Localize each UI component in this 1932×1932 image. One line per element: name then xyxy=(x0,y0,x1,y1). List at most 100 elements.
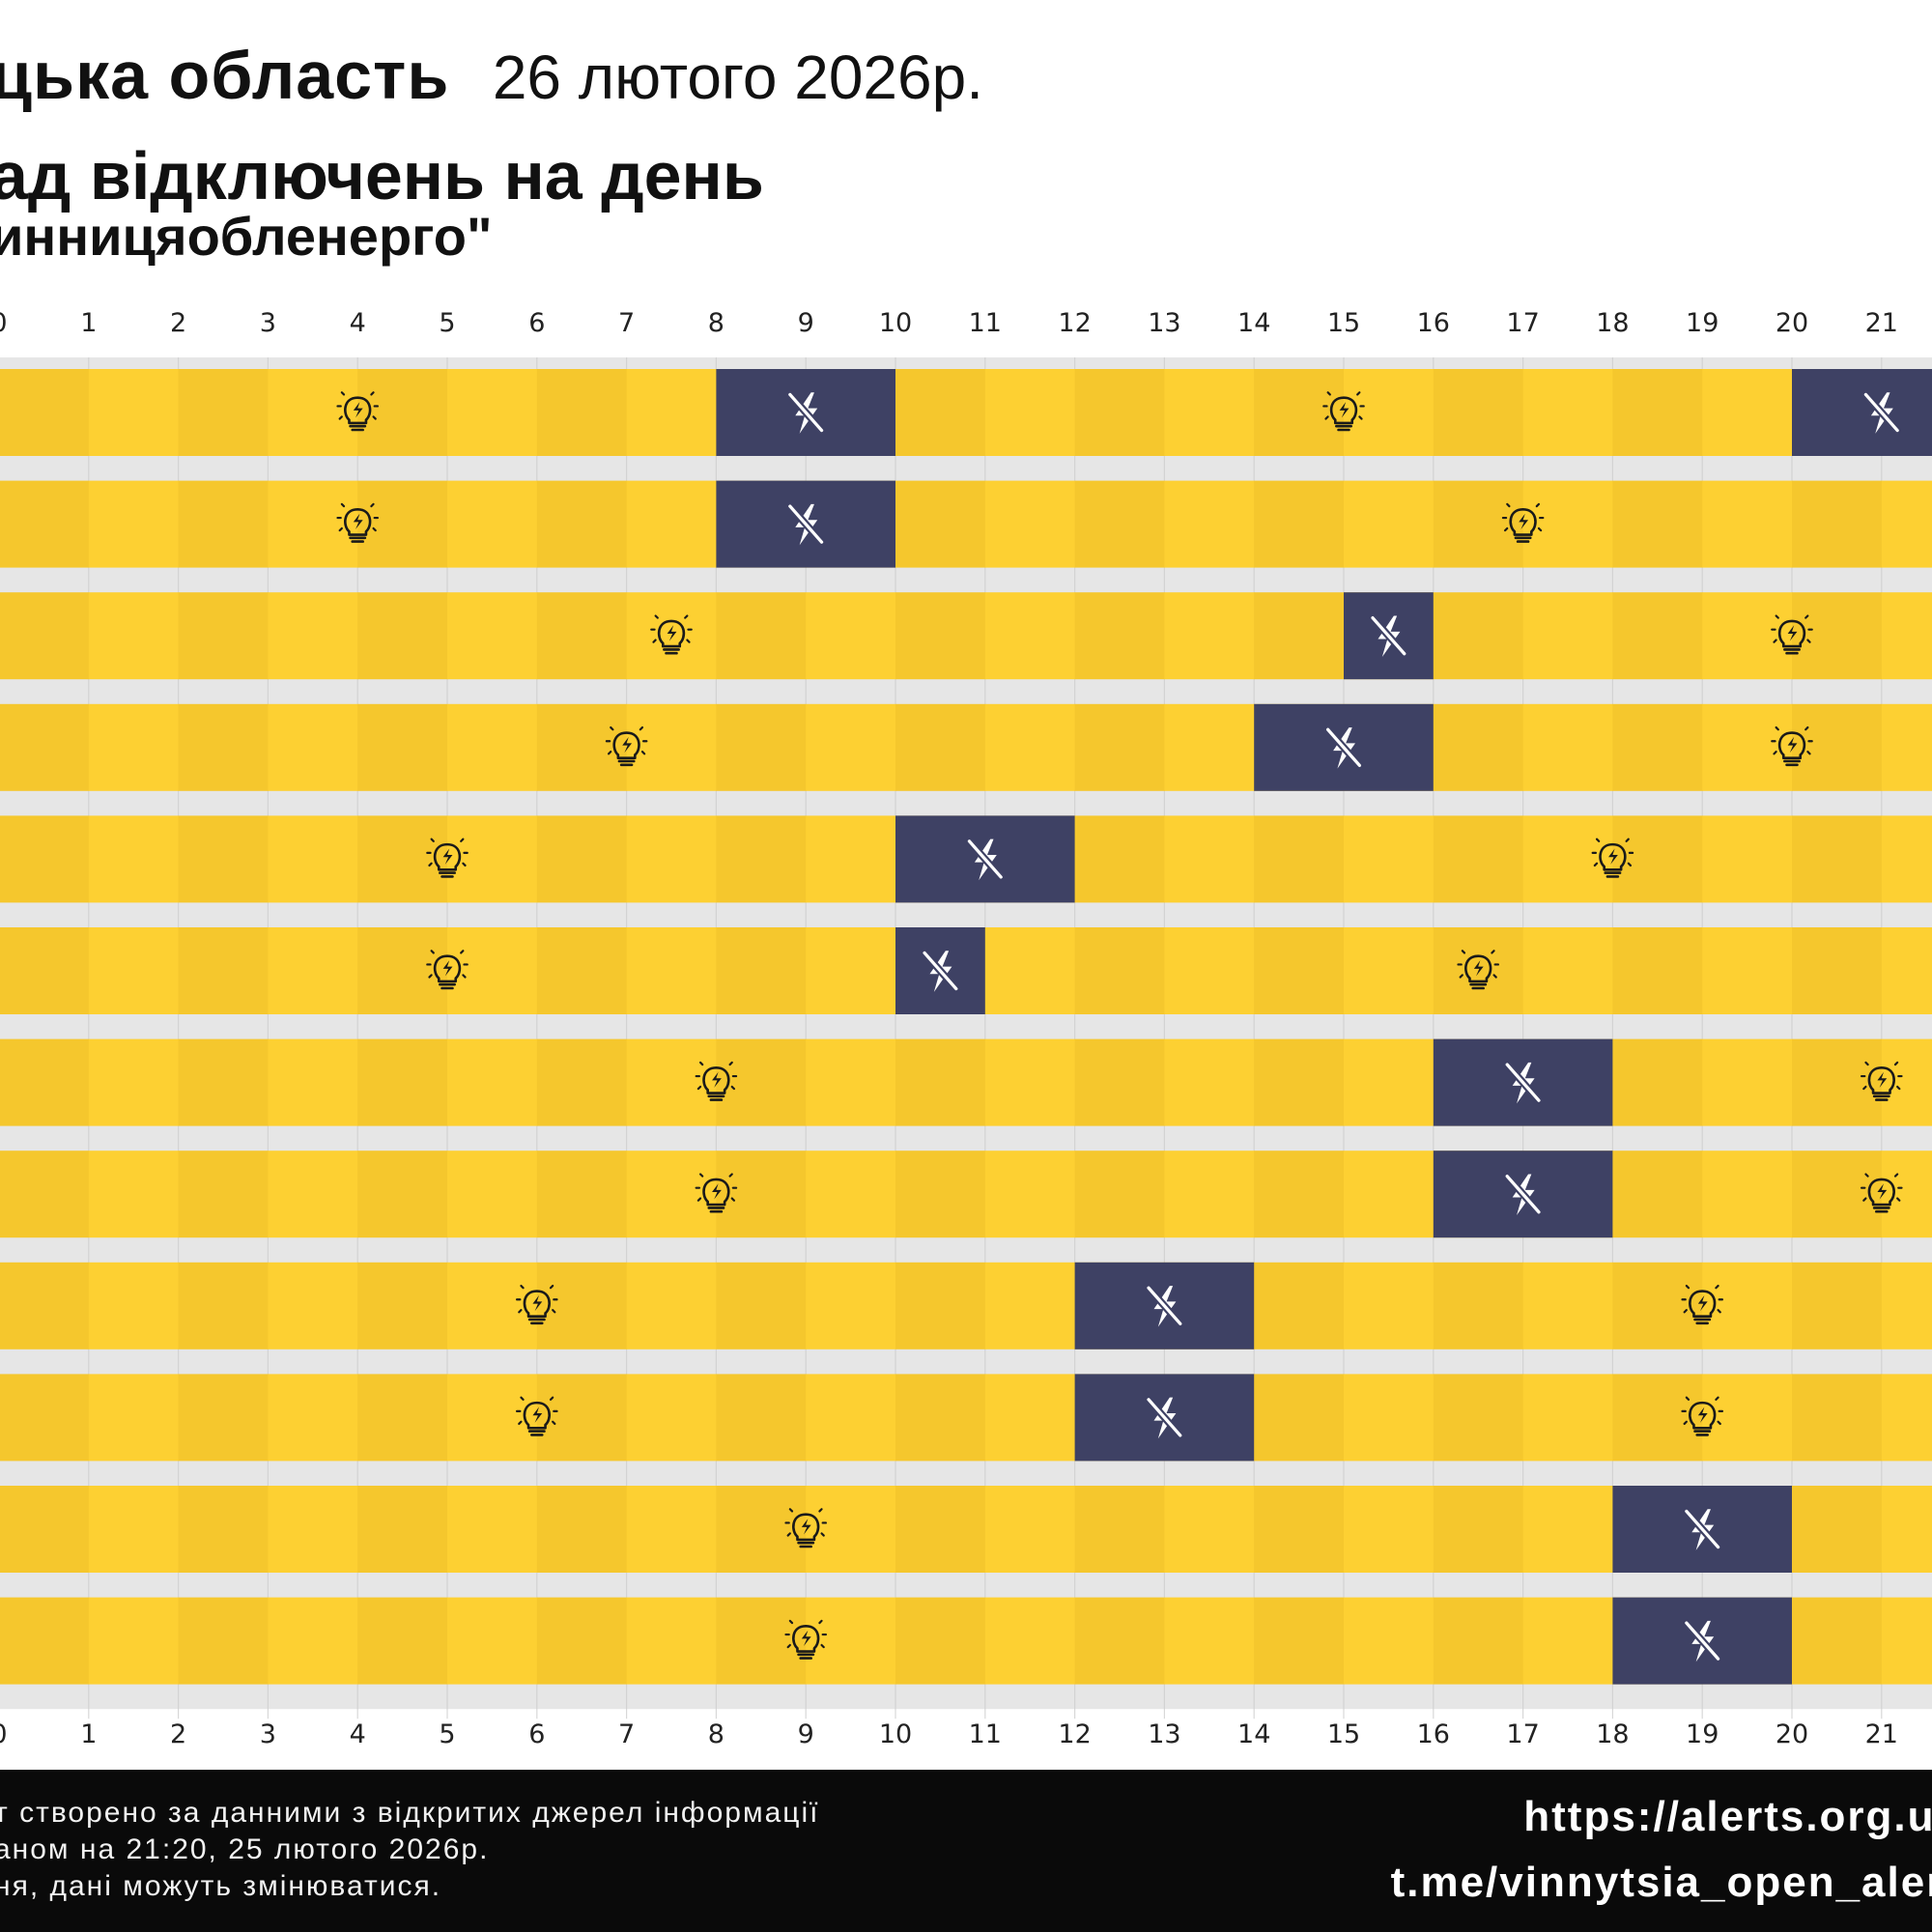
power-on-cell xyxy=(1522,1486,1613,1573)
power-on-cell xyxy=(1792,1151,1883,1238)
tick-label: 1 xyxy=(80,308,97,338)
top-hour-axis: 0123456789101112131415161718192021 xyxy=(0,308,1898,338)
power-on-cell xyxy=(1702,1374,1793,1462)
power-on-cell xyxy=(536,1262,628,1350)
power-on-cell xyxy=(716,592,807,680)
power-on-cell xyxy=(1522,703,1613,791)
power-on-cell xyxy=(1792,1262,1883,1350)
power-on-cell xyxy=(626,1486,717,1573)
power-on-cell xyxy=(536,1486,628,1573)
schedule-row xyxy=(0,480,1932,568)
power-on-cell xyxy=(1792,703,1883,791)
tick-label: 12 xyxy=(1058,308,1091,338)
power-on-cell xyxy=(716,703,807,791)
power-on-cell xyxy=(447,592,538,680)
power-on-cell xyxy=(447,480,538,568)
power-on-cell xyxy=(536,1038,628,1126)
tick-label: 11 xyxy=(969,1719,1002,1749)
power-on-cell xyxy=(1522,1374,1613,1462)
power-on-cell xyxy=(357,1374,448,1462)
tick-label: 12 xyxy=(1058,1719,1091,1749)
power-on-cell xyxy=(626,369,717,456)
tick-label: 5 xyxy=(439,1719,455,1749)
power-on-cell xyxy=(716,1486,807,1573)
power-on-cell xyxy=(1074,592,1165,680)
website-link[interactable]: https://alerts.org.ua xyxy=(1523,1793,1932,1840)
power-on-cell xyxy=(984,927,1076,1014)
schedule-row xyxy=(0,1262,1932,1350)
power-on-cell xyxy=(268,1038,358,1126)
power-on-cell xyxy=(88,1038,180,1126)
power-on-cell xyxy=(1254,1374,1345,1462)
power-on-cell xyxy=(984,1597,1076,1685)
tick-label: 1 xyxy=(80,1719,97,1749)
power-on-cell xyxy=(806,592,896,680)
schedule-row xyxy=(0,369,1932,456)
power-on-cell xyxy=(447,815,538,903)
power-on-cell xyxy=(268,592,358,680)
power-on-cell xyxy=(1074,369,1165,456)
tick-label: 18 xyxy=(1596,1719,1629,1749)
power-on-cell xyxy=(1612,369,1703,456)
tick-label: 5 xyxy=(439,308,455,338)
power-on-cell xyxy=(268,927,358,1014)
power-on-cell xyxy=(357,1151,448,1238)
power-on-cell xyxy=(1612,927,1703,1014)
power-on-cell xyxy=(178,1038,269,1126)
power-on-cell xyxy=(1881,703,1932,791)
power-on-cell xyxy=(626,703,717,791)
tick-label: 16 xyxy=(1417,1719,1450,1749)
power-on-cell xyxy=(1344,815,1435,903)
tick-label: 3 xyxy=(260,1719,276,1749)
power-on-cell xyxy=(447,369,538,456)
tick-label: 19 xyxy=(1686,1719,1719,1749)
power-on-cell xyxy=(716,1374,807,1462)
bottom-hour-axis: 0123456789101112131415161718192021 xyxy=(0,1719,1898,1749)
power-on-cell xyxy=(1702,592,1793,680)
power-on-cell xyxy=(357,592,448,680)
power-on-cell xyxy=(447,1486,538,1573)
footer-note-line-1: т створено за данними з відкритих джерел… xyxy=(0,1797,820,1829)
power-on-cell xyxy=(1881,592,1932,680)
schedule-row xyxy=(0,1151,1932,1238)
power-on-cell xyxy=(447,1597,538,1685)
power-on-cell xyxy=(1074,480,1165,568)
power-on-cell xyxy=(1702,703,1793,791)
power-on-cell xyxy=(895,1486,986,1573)
power-on-cell xyxy=(1522,815,1613,903)
power-on-cell xyxy=(0,1374,90,1462)
power-on-cell xyxy=(1433,1486,1524,1573)
tick-label: 6 xyxy=(528,1719,545,1749)
power-on-cell xyxy=(806,703,896,791)
power-on-cell xyxy=(626,815,717,903)
power-on-cell xyxy=(1792,592,1883,680)
power-on-cell xyxy=(1254,1597,1345,1685)
power-on-cell xyxy=(1164,815,1255,903)
power-on-cell xyxy=(806,815,896,903)
power-on-cell xyxy=(357,927,448,1014)
telegram-link[interactable]: t.me/vinnytsia_open_alert xyxy=(1390,1859,1932,1906)
schedule-row xyxy=(0,1038,1932,1126)
power-on-cell xyxy=(1522,480,1613,568)
power-on-cell xyxy=(1702,1262,1793,1350)
tick-label: 13 xyxy=(1148,308,1180,338)
power-on-cell xyxy=(1881,1597,1932,1685)
power-on-cell xyxy=(1164,369,1255,456)
power-on-cell xyxy=(984,480,1076,568)
power-on-cell xyxy=(178,815,269,903)
power-on-cell xyxy=(1702,815,1793,903)
power-on-cell xyxy=(536,927,628,1014)
power-on-cell xyxy=(0,1597,90,1685)
power-on-cell xyxy=(1344,1262,1435,1350)
power-on-cell xyxy=(1074,927,1165,1014)
power-on-cell xyxy=(88,592,180,680)
power-on-cell xyxy=(626,927,717,1014)
power-on-cell xyxy=(0,703,90,791)
power-on-cell xyxy=(1344,1486,1435,1573)
tick-label: 20 xyxy=(1776,308,1808,338)
power-on-cell xyxy=(447,1038,538,1126)
power-on-cell xyxy=(88,480,180,568)
tick-label: 0 xyxy=(0,1719,8,1749)
power-on-cell xyxy=(1164,703,1255,791)
power-on-cell xyxy=(984,1038,1076,1126)
